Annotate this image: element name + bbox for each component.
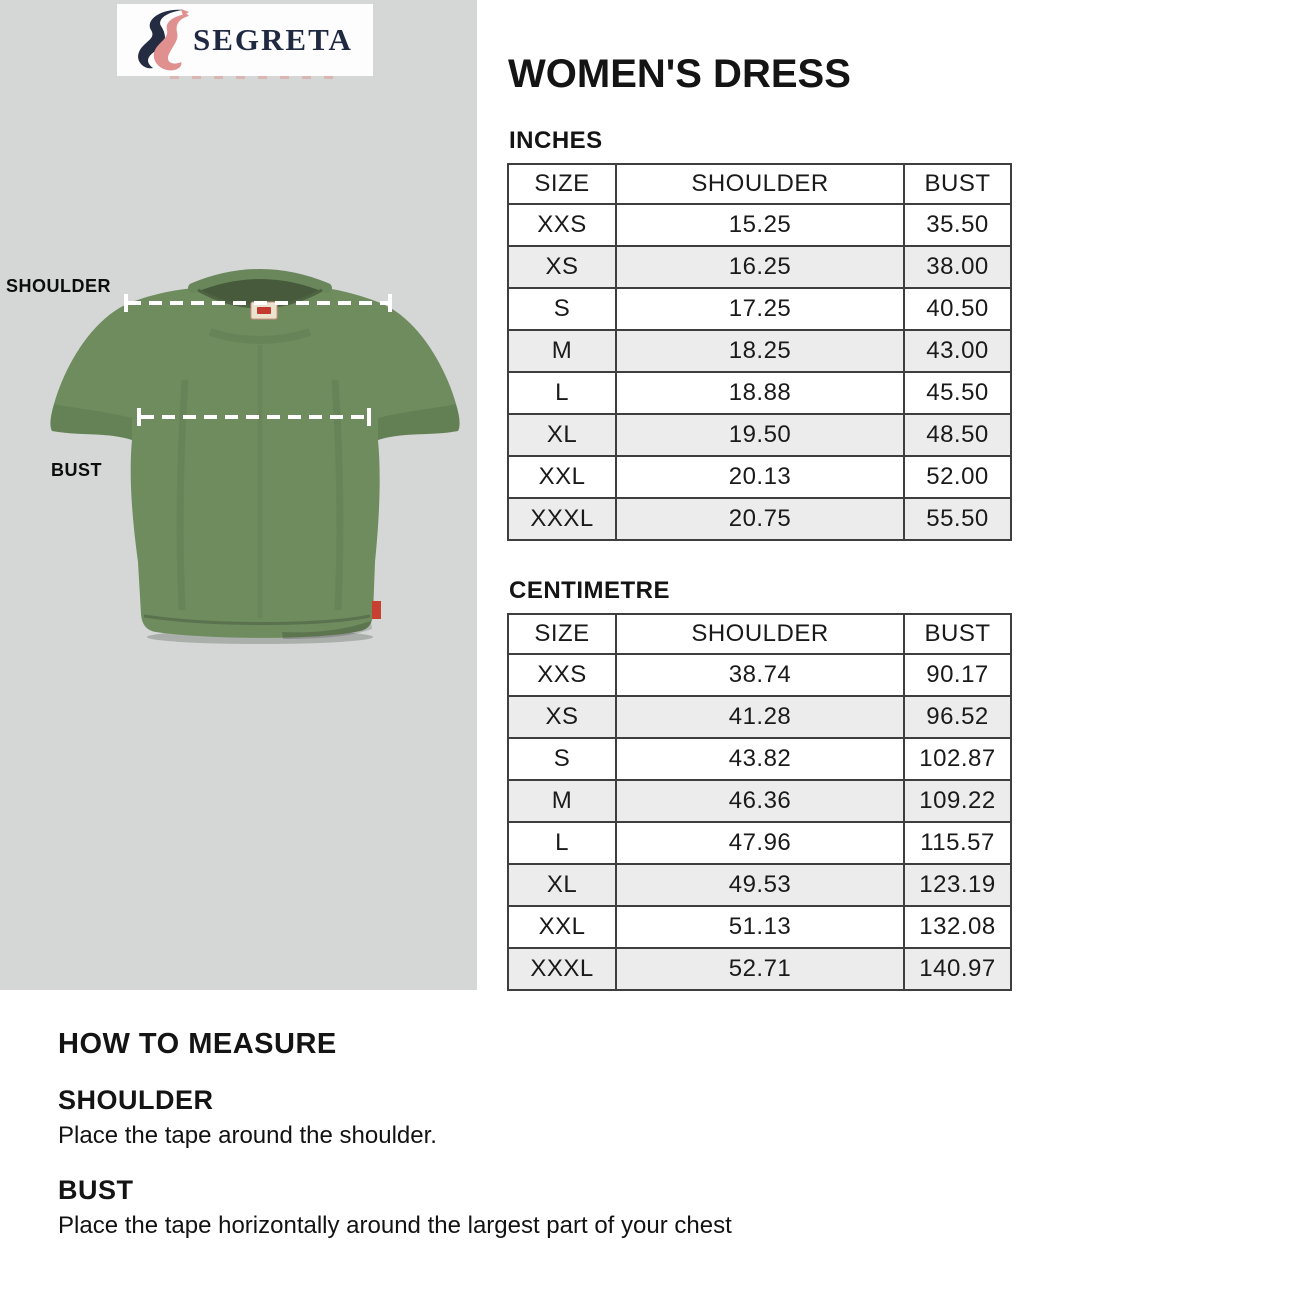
cell-size: XXL [507,455,617,499]
column-header-size: SIZE [507,613,617,655]
cell-shoulder: 18.88 [615,371,905,415]
cell-size: S [507,287,617,331]
cell-shoulder: 46.36 [615,779,905,823]
cell-size: XXS [507,653,617,697]
column-header-bust: BUST [903,613,1012,655]
column-header-size: SIZE [507,163,617,205]
table-row: XS 16.25 38.00 [507,245,1012,289]
cell-shoulder: 20.13 [615,455,905,499]
cell-bust: 38.00 [903,245,1012,289]
centimetre-table: SIZE SHOULDER BUST XXS 38.74 90.17 XS 41… [507,613,1012,991]
cell-bust: 45.50 [903,371,1012,415]
cell-bust: 115.57 [903,821,1012,865]
bust-line-right-tick [367,408,371,426]
column-header-shoulder: SHOULDER [615,613,905,655]
cell-shoulder: 17.25 [615,287,905,331]
cell-bust: 40.50 [903,287,1012,331]
table-row: XXL 51.13 132.08 [507,905,1012,949]
cell-shoulder: 52.71 [615,947,905,991]
cell-size: S [507,737,617,781]
tshirt-image [50,269,460,644]
cell-shoulder: 18.25 [615,329,905,373]
table-row: XXS 15.25 35.50 [507,203,1012,247]
cell-size: XL [507,413,617,457]
cell-size: XS [507,245,617,289]
measure-section-shoulder-text: Place the tape around the shoulder. [58,1122,437,1149]
cell-shoulder: 20.75 [615,497,905,541]
cell-shoulder: 19.50 [615,413,905,457]
shoulder-annotation-label: SHOULDER [6,276,112,296]
cell-size: M [507,329,617,373]
inches-table: SIZE SHOULDER BUST XXS 15.25 35.50 XS 16… [507,163,1012,541]
cell-shoulder: 47.96 [615,821,905,865]
cell-bust: 90.17 [903,653,1012,697]
table-header-row: SIZE SHOULDER BUST [507,163,1012,205]
table-row: XXS 38.74 90.17 [507,653,1012,697]
cell-bust: 35.50 [903,203,1012,247]
column-header-bust: BUST [903,163,1012,205]
centimetre-heading: CENTIMETRE [509,577,670,604]
table-row: L 18.88 45.50 [507,371,1012,415]
how-to-measure-heading: HOW TO MEASURE [58,1028,337,1060]
measure-section-shoulder-label: SHOULDER [58,1085,214,1115]
cell-size: XL [507,863,617,907]
cell-bust: 109.22 [903,779,1012,823]
table-row: S 17.25 40.50 [507,287,1012,331]
cell-bust: 48.50 [903,413,1012,457]
cell-bust: 102.87 [903,737,1012,781]
shoulder-measure-line [128,301,388,305]
table-row: XXXL 20.75 55.50 [507,497,1012,541]
cell-size: L [507,371,617,415]
cell-bust: 123.19 [903,863,1012,907]
cell-shoulder: 49.53 [615,863,905,907]
table-row: XXL 20.13 52.00 [507,455,1012,499]
table-header-row: SIZE SHOULDER BUST [507,613,1012,655]
table-row: M 18.25 43.00 [507,329,1012,373]
measure-section-bust-text: Place the tape horizontally around the l… [58,1212,732,1239]
cell-size: XXXL [507,497,617,541]
cell-size: XS [507,695,617,739]
product-photo-panel: SEGRETA [0,0,477,990]
cell-shoulder: 16.25 [615,245,905,289]
bust-annotation-label: BUST [51,460,102,480]
brand-name: SEGRETA [193,22,353,57]
table-row: M 46.36 109.22 [507,779,1012,823]
brand-logo: SEGRETA [117,4,373,76]
cell-shoulder: 38.74 [615,653,905,697]
cell-shoulder: 43.82 [615,737,905,781]
shoulder-line-right-tick [388,294,392,312]
inches-heading: INCHES [509,127,603,154]
logo-cropped-text-remnant [170,76,340,79]
cell-size: XXS [507,203,617,247]
hem-red-tab [372,601,381,619]
cell-shoulder: 15.25 [615,203,905,247]
cell-bust: 132.08 [903,905,1012,949]
cell-size: XXXL [507,947,617,991]
table-row: XL 49.53 123.19 [507,863,1012,907]
logo-s-swirl-icon [138,9,189,71]
cell-size: M [507,779,617,823]
table-row: XS 41.28 96.52 [507,695,1012,739]
table-row: S 43.82 102.87 [507,737,1012,781]
bust-measure-line [141,415,367,419]
cell-bust: 55.50 [903,497,1012,541]
shoulder-line-left-tick [124,294,128,312]
cell-bust: 43.00 [903,329,1012,373]
page-title: WOMEN'S DRESS [508,52,851,96]
cell-size: L [507,821,617,865]
bust-line-left-tick [137,408,141,426]
table-row: L 47.96 115.57 [507,821,1012,865]
cell-bust: 52.00 [903,455,1012,499]
column-header-shoulder: SHOULDER [615,163,905,205]
cell-shoulder: 41.28 [615,695,905,739]
table-row: XXXL 52.71 140.97 [507,947,1012,991]
table-row: XL 19.50 48.50 [507,413,1012,457]
measure-section-bust-label: BUST [58,1175,134,1205]
cell-shoulder: 51.13 [615,905,905,949]
cell-bust: 96.52 [903,695,1012,739]
cell-size: XXL [507,905,617,949]
cell-bust: 140.97 [903,947,1012,991]
